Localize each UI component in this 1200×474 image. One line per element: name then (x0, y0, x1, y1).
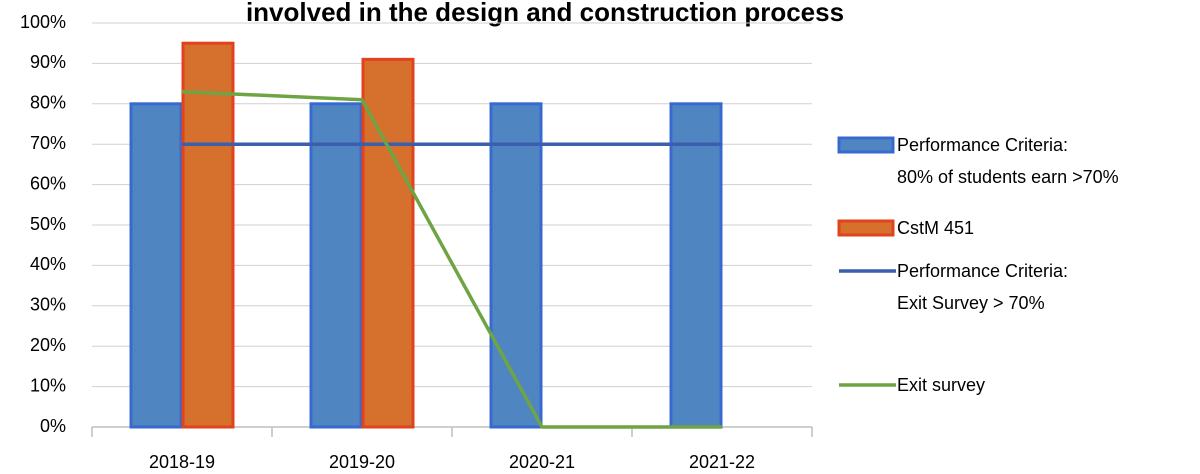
x-tick-label: 2021-22 (689, 452, 755, 472)
y-tick-label: 10% (30, 375, 66, 395)
y-tick-label: 0% (40, 416, 66, 436)
chart-title: involved in the design and construction … (246, 0, 844, 27)
y-tick-label: 80% (30, 93, 66, 113)
legend-label: Performance Criteria: 80% of students ea… (897, 135, 1119, 187)
x-tick-label: 2018-19 (149, 452, 215, 472)
y-tick-label: 60% (30, 173, 66, 193)
legend-label: CstM 451 (897, 218, 975, 238)
y-tick-label: 40% (30, 254, 66, 274)
y-tick-label: 50% (30, 214, 66, 234)
y-tick-label: 100% (20, 12, 66, 32)
bar (181, 41, 235, 429)
x-tick-label: 2019-20 (329, 452, 395, 472)
legend-swatch (837, 136, 895, 154)
x-tick-label: 2020-21 (509, 452, 575, 472)
bar (129, 102, 183, 429)
y-tick-label: 20% (30, 335, 66, 355)
bar (489, 102, 543, 429)
y-tick-label: 30% (30, 295, 66, 315)
legend-swatch (837, 219, 895, 237)
legend-label: Performance Criteria: Exit Survey > 70% (897, 261, 1069, 313)
bar (361, 57, 415, 429)
y-tick-label: 90% (30, 52, 66, 72)
bar (309, 102, 363, 429)
line (181, 89, 722, 429)
bar (669, 102, 723, 429)
y-tick-label: 70% (30, 133, 66, 153)
legend-label: Exit survey (897, 375, 986, 395)
